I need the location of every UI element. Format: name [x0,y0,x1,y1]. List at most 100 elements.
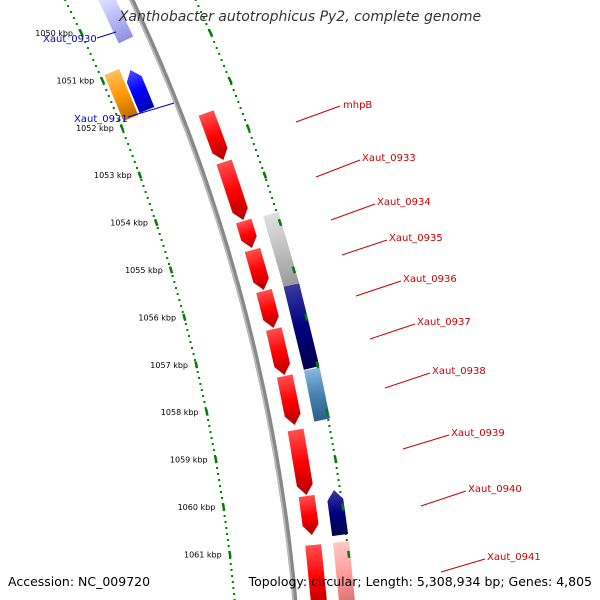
tick-dot [209,431,212,433]
tick-dot [244,119,247,121]
gene-label-leader [330,203,376,221]
tick-dot [338,485,341,487]
gene-label[interactable]: mhpB [343,100,372,111]
gene-arrow[interactable] [104,68,139,122]
tick-dot [241,113,244,115]
gene-arrow[interactable] [263,211,300,288]
gene-arrow[interactable] [123,67,155,114]
kbp-tick-label: 1051 kbp [56,76,94,85]
tick-dot [267,185,270,187]
tick-dot [64,0,67,1]
tick-dot [212,449,215,451]
tick-dot [200,11,203,13]
tick-dot [265,179,268,181]
kbp-major-tick [227,76,233,85]
tick-dot [188,335,190,337]
tick-dot [273,203,275,205]
kbp-tick-label: 1059 kbp [170,456,208,465]
gene-label[interactable]: Xaut_0938 [432,366,486,377]
tick-dot [173,281,176,283]
gene-arrow[interactable] [236,218,260,251]
tick-dot [230,569,233,571]
tick-dot [127,143,130,145]
gene-label[interactable]: Xaut_0939 [451,428,505,439]
tick-dot [107,95,110,97]
gene-arrow[interactable] [244,247,272,292]
kbp-major-tick [291,266,297,274]
tick-dot [331,443,334,445]
kbp-major-tick [245,123,251,132]
tick-dot [218,479,221,481]
kbp-major-tick [194,361,199,369]
gene-label[interactable]: Xaut_0930 [43,34,97,45]
gene-arrow[interactable] [198,110,231,163]
gene-arrow[interactable] [283,283,320,370]
gene-arrow[interactable] [333,541,356,600]
kbp-major-tick [78,29,84,37]
gene-arrow[interactable] [90,0,134,44]
gene-label[interactable]: Xaut_0937 [417,317,471,328]
tick-dot [166,257,169,259]
tick-dot [232,89,235,91]
tick-dot [211,443,214,445]
kbp-tick-label: 1052 kbp [76,124,114,133]
gene-label[interactable]: Xaut_0936 [403,274,457,285]
tick-dot [180,305,183,307]
tick-dot [216,467,219,469]
tick-dot [248,131,251,133]
tick-dot [75,23,78,25]
tick-dot [181,311,184,313]
kbp-major-tick [325,408,329,416]
tick-dot [144,191,147,193]
kbp-tick-label: 1058 kbp [161,408,199,417]
tick-dot [230,83,233,85]
gene-label-leader [355,280,402,297]
tick-dot [84,41,87,43]
gene-arrow[interactable] [276,374,303,426]
kbp-major-tick [153,218,159,227]
gene-arrow[interactable] [305,544,328,600]
gene-arrow[interactable] [287,428,315,497]
gene-arrow[interactable] [303,367,331,422]
tick-dot [162,245,165,247]
kbp-major-tick [304,313,309,322]
tick-dot [213,41,216,43]
gene-arrow[interactable] [298,494,320,536]
tick-dot [328,425,331,427]
gene-label[interactable]: Xaut_0941 [487,552,541,563]
kbp-tick-label: 1061 kbp [184,550,222,559]
kbp-tick-label: 1054 kbp [110,219,148,228]
gene-label[interactable]: Xaut_0933 [362,153,416,164]
tick-dot [122,131,125,133]
tick-dot [112,107,115,109]
kbp-major-tick [221,503,226,511]
gene-label[interactable]: Xaut_0931 [74,114,128,125]
kbp-tick-label: 1050 kbp [35,29,73,38]
gene-labels: Xaut_0930 Xaut_0931 mhpB Xaut_0933 Xaut_0934… [43,31,541,573]
gene-arrow[interactable] [256,289,281,330]
tick-dot [133,161,136,163]
kbp-tick-label: 1060 kbp [178,503,216,512]
tick-dot [110,101,113,103]
gene-arrow[interactable] [326,489,349,537]
tick-dot [223,65,226,67]
tick-dot [150,209,153,211]
kbp-major-tick [204,408,209,416]
tick-dot [337,479,340,481]
tick-dot [67,5,70,7]
genome-summary: Topology: circular; Length: 5,308,934 bp… [248,574,592,589]
tick-dot [223,515,226,517]
gene-arrow[interactable] [216,159,251,222]
gene-label[interactable]: Xaut_0940 [468,484,522,495]
gene-label-leader [420,490,467,507]
tick-dot [136,167,138,169]
tick-dot [175,287,177,289]
gene-label[interactable]: Xaut_0935 [389,233,443,244]
tick-dot [186,329,189,331]
gene-label[interactable]: Xaut_0934 [377,197,431,208]
tick-dot [156,227,159,229]
tick-dot [231,581,234,583]
gene-arrow[interactable] [266,327,292,377]
tick-dot [197,5,200,7]
